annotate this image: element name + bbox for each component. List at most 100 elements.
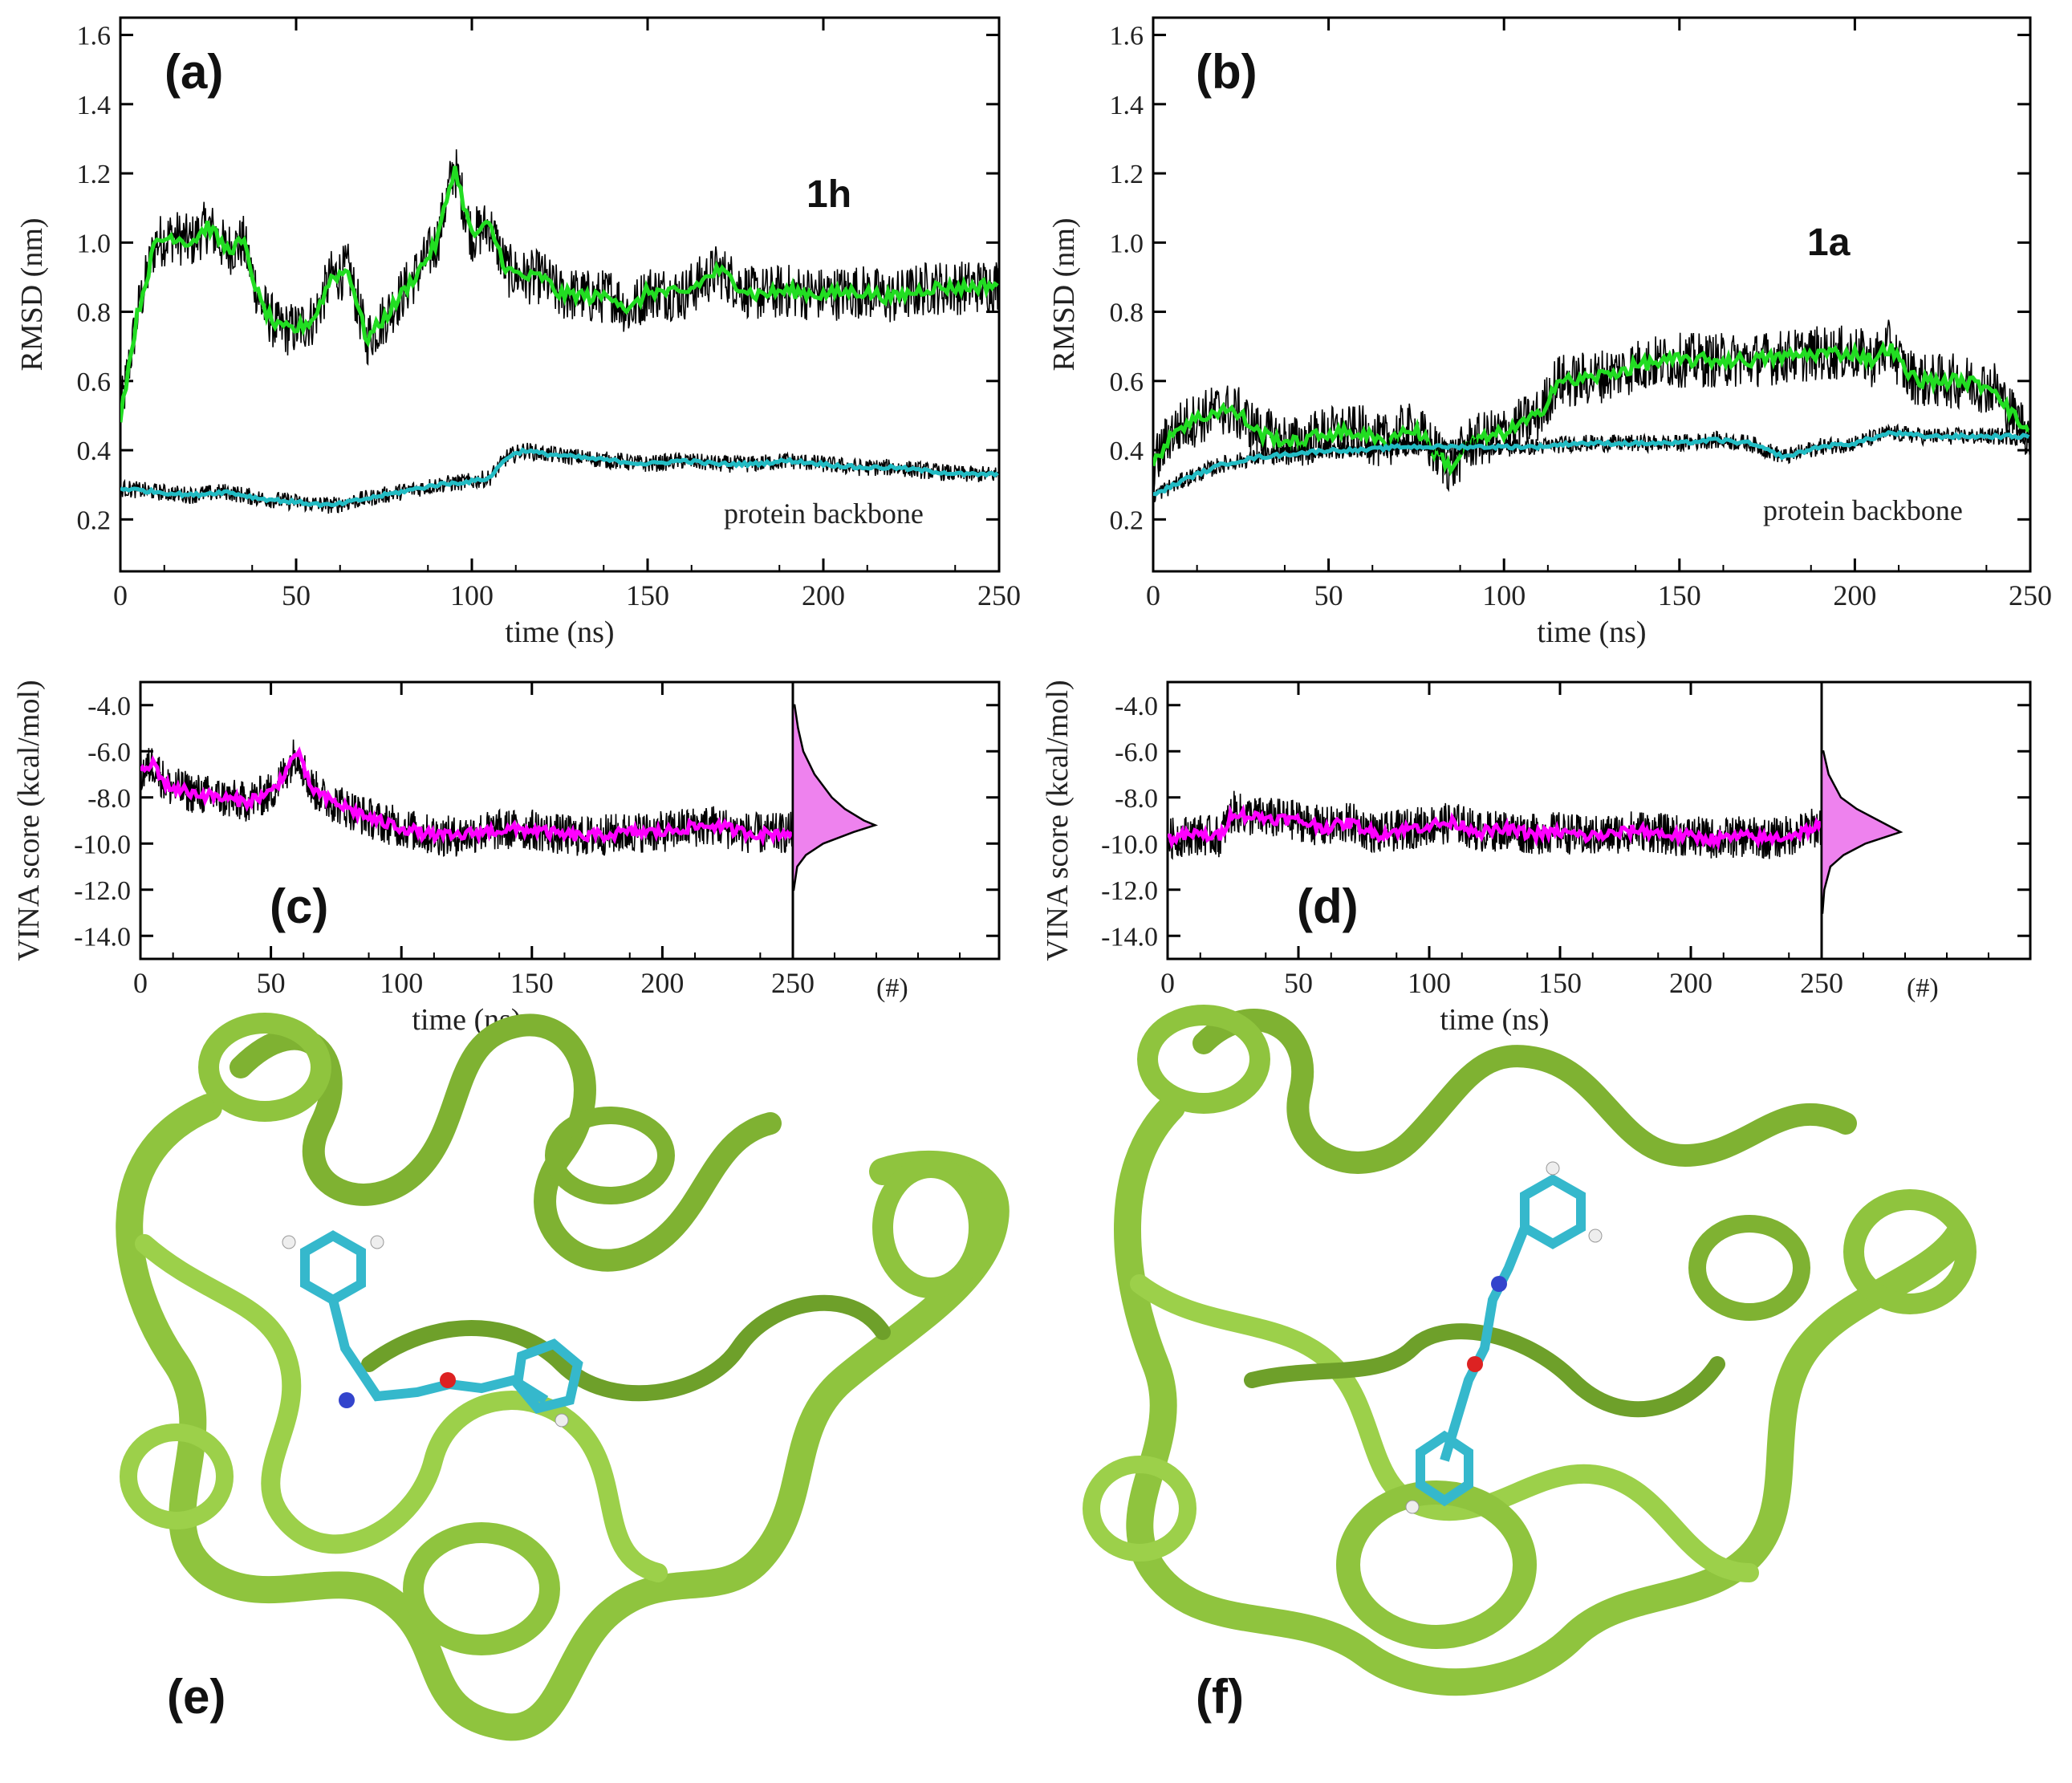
ytick-label-c: -10.0 — [74, 830, 131, 859]
x-axis-title-d: time (ns) — [1440, 1003, 1549, 1037]
molecule-label-1h: 1h — [806, 173, 851, 216]
ribbon-f-4 — [1244, 1323, 1725, 1418]
xtick-label-b: 50 — [1314, 579, 1343, 611]
ligand-chain-f — [1440, 1225, 1530, 1462]
xtick-label-b: 200 — [1833, 579, 1876, 611]
ribbon-e-2 — [230, 1013, 782, 1272]
ytick-label-b: 1.0 — [1110, 229, 1144, 258]
xtick-label-a: 200 — [802, 579, 845, 611]
helix-e-5 — [120, 1424, 234, 1529]
ligand-h-e-2 — [370, 1235, 384, 1249]
histogram-d — [1820, 749, 1903, 914]
plot-frame-c — [139, 680, 1001, 961]
y-axis-title-d: VINA score (kcal/mol) — [1041, 680, 1075, 961]
ligand-h-e-1 — [282, 1235, 296, 1249]
helix-f-1 — [1137, 1005, 1270, 1114]
xtick-label-d: 0 — [1160, 967, 1175, 999]
hist-label-c: (#) — [876, 973, 908, 1003]
molecule-label-1a: 1a — [1807, 221, 1851, 264]
ytick-label-c: -12.0 — [74, 876, 131, 906]
ligand-chain-e — [328, 1298, 549, 1405]
xtick-label-a: 50 — [282, 579, 311, 611]
ytick-label-d: -4.0 — [1115, 692, 1158, 721]
xtick-label-c: 50 — [257, 967, 286, 999]
ligand-h-f-2 — [1588, 1229, 1603, 1243]
ytick-label-b: 0.6 — [1110, 368, 1144, 397]
xtick-label-a: 0 — [113, 579, 128, 611]
helix-f-3 — [1843, 1189, 1977, 1314]
ligand-o-f — [1467, 1356, 1483, 1372]
histogram-c — [791, 704, 879, 892]
helix-e-1 — [198, 1013, 331, 1122]
ligand-ring-e-2 — [512, 1338, 583, 1414]
ribbon-e-3 — [135, 1234, 668, 1582]
ytick-label-d: -14.0 — [1101, 922, 1158, 952]
chart-d: 0 50 100 150 200 250 -4.0 -6.0 -8.0 -10.0 -12.0 -14… — [1041, 680, 2032, 1037]
helix-f-5 — [1688, 1215, 1810, 1321]
xtick-label-b: 0 — [1146, 579, 1160, 611]
ribbon-f-3 — [1130, 1274, 1759, 1582]
xtick-label-a: 100 — [450, 579, 494, 611]
ligand-h-f-3 — [1405, 1500, 1420, 1514]
xtick-label-a: 250 — [977, 579, 1021, 611]
panel-label-c: (c) — [270, 879, 328, 933]
ligand-f — [1405, 1161, 1603, 1514]
protein-structure-e — [116, 1013, 1010, 1741]
ytick-label-d: -12.0 — [1101, 876, 1158, 906]
plot-frame-b — [1152, 16, 2032, 573]
ligand-h-f-1 — [1546, 1161, 1560, 1176]
ytick-label-c: -4.0 — [87, 692, 131, 721]
ribbon-e-4 — [361, 1294, 891, 1402]
xtick-label-c: 200 — [640, 967, 684, 999]
helix-f-4 — [1083, 1456, 1196, 1562]
xtick-label-d: 150 — [1538, 967, 1582, 999]
ytick-label-b: 1.2 — [1110, 160, 1144, 189]
xtick-label-c: 150 — [510, 967, 554, 999]
hist-label-d: (#) — [1907, 973, 1939, 1003]
ytick-label-b: 0.2 — [1110, 506, 1144, 535]
xtick-label-d: 100 — [1408, 967, 1451, 999]
ytick-label-a: 1.0 — [77, 229, 112, 258]
series-backbone-avg-a — [120, 447, 999, 509]
ligand-ring-f-2 — [1416, 1430, 1473, 1507]
ytick-label-b: 0.4 — [1110, 437, 1144, 466]
ytick-label-a: 1.6 — [77, 22, 112, 51]
panel-label-a: (a) — [165, 45, 223, 99]
series-backbone-raw-b — [1153, 423, 2030, 503]
ytick-label-a: 0.8 — [77, 299, 112, 328]
ytick-label-c: -6.0 — [87, 737, 131, 767]
ribbon-f-1 — [1114, 1094, 1972, 1696]
ligand-n-e — [339, 1392, 355, 1408]
xtick-label-d: 200 — [1669, 967, 1712, 999]
ytick-label-a: 0.6 — [77, 368, 112, 397]
ytick-label-d: -6.0 — [1115, 737, 1158, 767]
ytick-label-d: -10.0 — [1101, 830, 1158, 859]
xtick-label-d: 50 — [1284, 967, 1313, 999]
panel-label-e: (e) — [167, 1670, 225, 1724]
xtick-label-b: 100 — [1482, 579, 1526, 611]
ligand-h-e-3 — [555, 1413, 569, 1428]
ligand-ring-f-1 — [1520, 1174, 1586, 1249]
chart-b: 0 50 100 150 200 250 0.2 0.4 0.6 0.8 1.0 1.2 1.4 1.6 t… — [1047, 16, 2052, 649]
annotation-protein-backbone-a: protein backbone — [724, 498, 924, 530]
ytick-label-b: 1.6 — [1110, 22, 1144, 51]
x-axis-title-b: time (ns) — [1537, 615, 1646, 649]
ligand-n-f — [1491, 1276, 1507, 1292]
y-axis-title-c: VINA score (kcal/mol) — [12, 680, 46, 961]
ytick-label-b: 1.4 — [1110, 91, 1144, 120]
ytick-label-a: 1.4 — [77, 91, 112, 120]
series-vina-avg-c — [140, 746, 793, 847]
ytick-label-a: 1.2 — [77, 160, 112, 189]
ribbon-f-2 — [1192, 1009, 1857, 1174]
ytick-label-c: -8.0 — [87, 784, 131, 814]
ytick-label-a: 0.4 — [77, 437, 112, 466]
xtick-label-c: 100 — [380, 967, 423, 999]
xtick-label-c: 0 — [133, 967, 148, 999]
ytick-label-d: -8.0 — [1115, 784, 1158, 814]
helix-e-2 — [403, 1522, 560, 1655]
y-axis-title-b: RMSD (nm) — [1047, 217, 1081, 371]
helix-e-3 — [872, 1157, 989, 1298]
ytick-label-a: 0.2 — [77, 506, 112, 535]
ytick-label-b: 0.8 — [1110, 299, 1144, 328]
